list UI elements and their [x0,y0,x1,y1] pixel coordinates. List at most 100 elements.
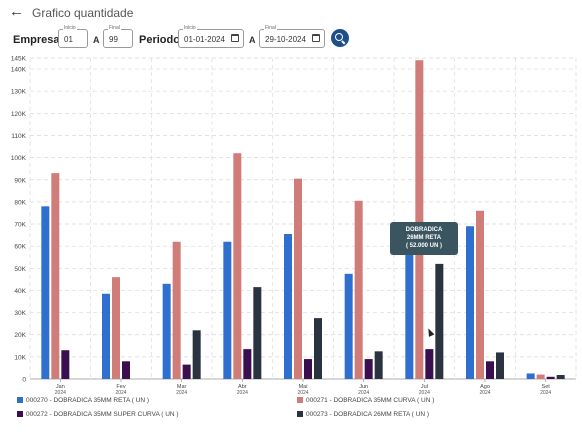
y-tick-label: 140K [11,67,27,74]
y-tick-label: 40K [14,288,26,295]
tooltip-line-1: DOBRADICA [405,227,443,233]
periodo-start-label: Inicio [183,25,197,32]
legend-label: 000272 - DOBRADICA 35MM SUPER CURVA ( UN… [26,411,179,418]
empresa-label: Empresa: [13,34,64,46]
x-tick-year: 2024 [419,390,430,394]
bar [233,153,242,379]
bar [476,210,484,379]
periodo-end-field[interactable]: Final 29-10-2024 [259,25,325,48]
search-button[interactable] [331,29,349,47]
x-tick-year: 2024 [55,390,66,394]
y-tick-label: 50K [14,266,26,273]
x-tick-label: Jun [359,384,368,390]
x-tick-label: Jul [421,384,428,390]
bar [294,178,302,379]
y-tick-label: 70K [14,222,26,229]
empresa-start-label: Inicio [63,25,77,32]
y-tick-label: 30K [14,310,26,317]
bar [243,349,252,379]
bar [344,273,353,379]
legend-label: 000273 - DOBRADICA 26MM RETA ( UN ) [306,411,430,418]
periodo-end-value: 29-10-2024 [265,35,306,44]
y-tick-label: 60K [14,244,26,251]
legend-swatch [17,411,23,417]
x-tick-year: 2024 [479,390,490,394]
bar [192,330,201,379]
bar [102,293,110,379]
x-tick-label: Fev [116,384,125,390]
legend-item[interactable]: 000273 - DOBRADICA 26MM RETA ( UN ) [297,411,429,418]
empresa-start-field[interactable]: Inicio 01 [58,25,88,48]
periodo-start-value: 01-01-2024 [184,35,225,44]
bar [405,255,414,379]
legend-swatch [17,397,23,403]
y-tick-label: 80K [14,199,26,206]
bar [496,352,504,379]
legend-label: 000271 - DOBRADICA 35MM CURVA ( UN ) [306,397,435,404]
bar [415,60,424,379]
bar [556,375,565,379]
bar [314,318,322,379]
bar [526,373,535,379]
bar [546,376,555,379]
tooltip-line-2: 26MM RETA [406,235,442,241]
x-tick-year: 2024 [540,390,551,394]
header: ← Grafico quantidade [0,0,582,26]
bar [425,349,434,379]
bar [172,241,181,379]
y-tick-label: 145K [11,56,27,63]
bar [536,374,545,379]
legend-item[interactable]: 000270 - DOBRADICA 35MM RETA ( UN ) [17,397,149,404]
chart-legend: 000270 - DOBRADICA 35MM RETA ( UN ) 00027… [0,394,582,433]
arrow-left-icon[interactable]: ← [9,3,24,20]
y-tick-label: 110K [11,133,26,140]
bar [41,206,50,379]
page-title: Grafico quantidade [32,6,134,20]
legend-swatch [297,397,303,403]
calendar-icon[interactable] [231,34,239,42]
x-tick-label: Set [542,384,551,390]
bar [61,350,70,379]
bar [466,226,474,379]
periodo-separator: A [249,35,256,45]
bar [112,277,120,379]
x-tick-year: 2024 [176,390,187,394]
bar [122,361,130,379]
x-tick-label: Ago [480,384,490,390]
bar [162,283,171,379]
y-tick-label: 130K [11,89,27,96]
bar [284,233,292,379]
y-tick-label: 120K [11,111,27,118]
x-tick-label: Abr [238,384,247,390]
y-tick-label: 0 [22,377,26,384]
chart-tooltip: DOBRADICA 26MM RETA ( 52.000 UN ) [390,222,458,255]
periodo-start-field[interactable]: Inicio 01-01-2024 [178,25,244,48]
calendar-icon[interactable] [312,34,320,42]
x-tick-label: Jan [56,384,65,390]
bar [374,351,383,379]
bar [486,361,494,379]
y-tick-label: 90K [14,177,26,184]
bar [223,241,232,379]
x-tick-label: Mai [299,384,308,390]
legend-label: 000270 - DOBRADICA 35MM RETA ( UN ) [26,397,150,404]
y-tick-label: 20K [14,332,26,339]
bar-chart: 0 10K 20K 30K 40K 50K 60K 70K 80K 90K 100K 110K 120K… [11,56,577,394]
legend-swatch [297,411,303,417]
legend-item[interactable]: 000271 - DOBRADICA 35MM CURVA ( UN ) [297,397,434,404]
filter-bar: Empresa: Inicio 01 A Final 99 Periodo: I… [0,25,582,52]
empresa-separator: A [93,35,100,45]
x-tick-year: 2024 [237,390,248,394]
empresa-end-field[interactable]: Final 99 [103,25,133,48]
bar [435,263,444,379]
periodo-end-label: Final [264,25,277,32]
y-tick-label: 10K [14,354,26,361]
periodo-label: Periodo: [139,34,184,46]
x-tick-label: Mar [177,384,187,390]
x-tick-year: 2024 [297,390,308,394]
x-tick-year: 2024 [115,390,126,394]
bar [364,359,373,379]
bar [51,173,60,379]
bar [253,287,262,379]
legend-item[interactable]: 000272 - DOBRADICA 35MM SUPER CURVA ( UN… [17,411,179,418]
